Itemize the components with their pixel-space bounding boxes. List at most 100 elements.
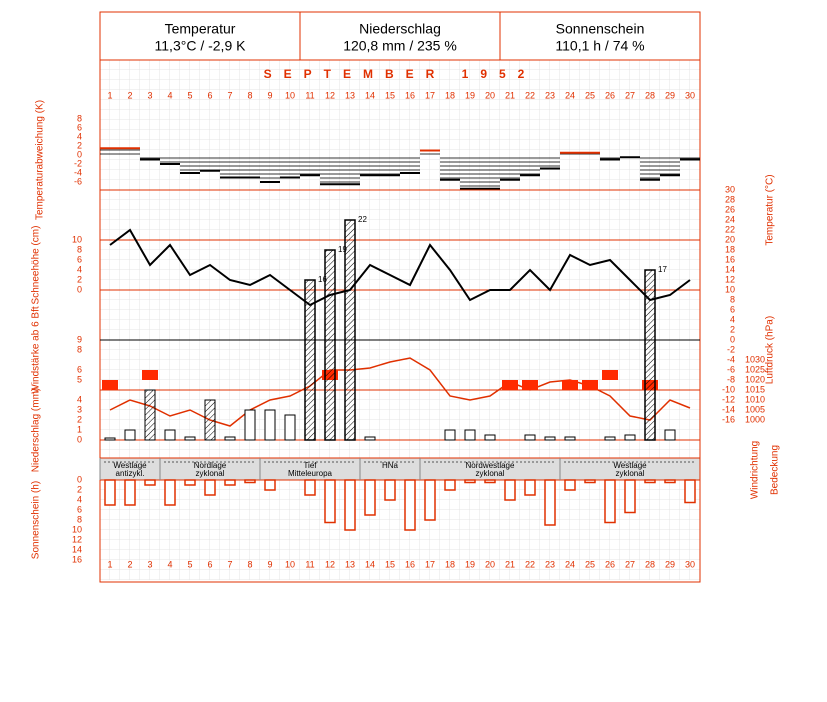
anomaly-bar: [580, 152, 600, 155]
sunshine-bar: [184, 479, 196, 486]
tick-label: 4: [77, 494, 82, 504]
wind-bar: [142, 370, 158, 380]
day-label: 2: [127, 90, 132, 100]
anomaly-bar: [260, 155, 280, 182]
day-label: 6: [207, 90, 212, 100]
tick-label: -2: [74, 158, 82, 168]
anomaly-bar: [440, 155, 460, 180]
tick-label: -8: [727, 374, 735, 384]
tick-label: 16: [725, 254, 735, 264]
anomaly-bar: [320, 155, 340, 185]
day-label: 26: [605, 90, 615, 100]
day-label: 15: [385, 90, 395, 100]
tick-label: 22: [725, 224, 735, 234]
precipitation-bar: [204, 399, 216, 441]
day-label: 13: [345, 559, 355, 569]
anomaly-bar: [180, 155, 200, 173]
tick-label: 1020: [745, 374, 765, 384]
anomaly-bar: [640, 155, 660, 180]
precipitation-bar: [244, 409, 256, 441]
day-label: 24: [565, 90, 575, 100]
sunshine-bar: [264, 479, 276, 491]
anomaly-bar: [100, 148, 120, 155]
axis-label: Schneehöhe (cm): [31, 226, 42, 305]
precipitation-bar: [184, 436, 196, 441]
regime-label: Westlage: [113, 461, 147, 470]
tick-label: -2: [727, 344, 735, 354]
sunshine-bar: [244, 479, 256, 484]
tick-label: 1: [77, 424, 82, 434]
data-label: 17: [658, 265, 667, 274]
day-label: 27: [625, 559, 635, 569]
day-label: 10: [285, 90, 295, 100]
precipitation-bar: [164, 429, 176, 441]
anomaly-bar: [340, 155, 360, 185]
tick-label: 8: [730, 294, 735, 304]
tick-label: 8: [77, 113, 82, 123]
frame: [99, 11, 701, 583]
anomaly-bar: [460, 155, 480, 189]
sunshine-bar: [544, 479, 556, 526]
precipitation-bar: [604, 436, 616, 441]
precipitation-bar: [144, 389, 156, 441]
precipitation-bar: [324, 249, 336, 441]
sunshine-bar: [484, 479, 496, 484]
tick-label: 10: [72, 234, 82, 244]
month-title: SEPTEMBER 1952: [264, 67, 537, 81]
tick-label: 0: [77, 149, 82, 159]
tick-label: -6: [727, 364, 735, 374]
anomaly-bar: [360, 155, 380, 176]
day-label: 18: [445, 90, 455, 100]
day-label: 3: [147, 559, 152, 569]
tick-label: 16: [72, 554, 82, 564]
tick-label: 9: [77, 334, 82, 344]
day-label: 13: [345, 90, 355, 100]
day-label: 20: [485, 559, 495, 569]
tick-label: 1015: [745, 384, 765, 394]
tick-label: 10: [72, 524, 82, 534]
anomaly-bar: [140, 155, 160, 160]
sunshine-bar: [164, 479, 176, 506]
day-label: 28: [645, 90, 655, 100]
tick-label: 4: [730, 314, 735, 324]
day-label: 12: [325, 90, 335, 100]
tick-label: 10: [725, 284, 735, 294]
sunshine-bar: [584, 479, 596, 484]
day-label: 14: [365, 559, 375, 569]
day-label: 23: [545, 559, 555, 569]
sunshine-bar: [644, 479, 656, 484]
tick-label: 2: [77, 414, 82, 424]
anomaly-bar: [500, 155, 520, 180]
tick-label: 5: [77, 374, 82, 384]
precipitation-bar: [284, 414, 296, 441]
day-label: 19: [465, 559, 475, 569]
sunshine-bar: [224, 479, 236, 486]
tick-label: 30: [725, 184, 735, 194]
tick-label: 12: [72, 534, 82, 544]
precipitation-bar: [224, 436, 236, 441]
tick-label: 0: [77, 434, 82, 444]
anomaly-bar: [240, 155, 260, 178]
day-label: 21: [505, 90, 515, 100]
sunshine-bar: [144, 479, 156, 486]
wind-bar: [582, 380, 598, 390]
day-label: 3: [147, 90, 152, 100]
axis-label: Windstärke ab 6 Bft: [31, 306, 42, 393]
sunshine-bar: [684, 479, 696, 504]
tick-label: 6: [77, 504, 82, 514]
header-value: 110,1 h / 74 %: [555, 38, 644, 54]
axis-label: Bedeckung: [770, 445, 781, 495]
axis-label: Sonnenschein (h): [31, 481, 42, 559]
regime-band: [100, 458, 700, 480]
tick-label: 4: [77, 131, 82, 141]
tick-label: -12: [722, 394, 735, 404]
regime-label: HNa: [382, 461, 399, 470]
day-label: 22: [525, 559, 535, 569]
day-label: 22: [525, 90, 535, 100]
precipitation-bar: [564, 436, 576, 441]
day-label: 12: [325, 559, 335, 569]
tick-label: 6: [730, 304, 735, 314]
tick-label: 3: [77, 404, 82, 414]
anomaly-bar: [380, 155, 400, 176]
